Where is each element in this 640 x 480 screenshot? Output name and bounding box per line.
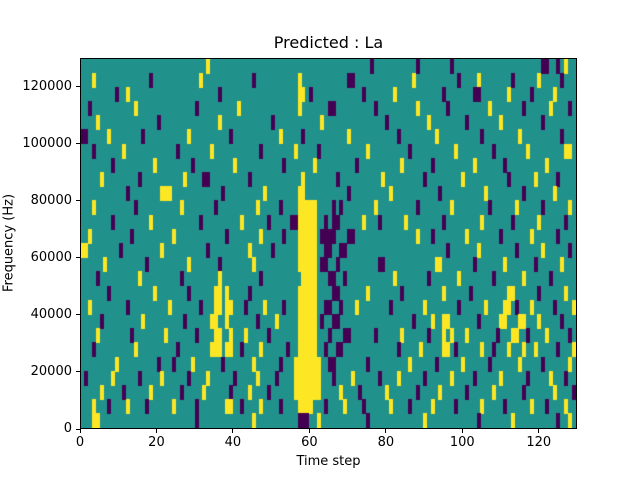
x-tick-label: 80 bbox=[377, 435, 395, 450]
y-tick-label: 100000 bbox=[22, 135, 72, 151]
x-tick-label: 20 bbox=[148, 435, 165, 450]
y-tick-mark bbox=[76, 200, 80, 202]
y-axis-label: Frequency (Hz) bbox=[1, 193, 17, 293]
y-tick-mark bbox=[76, 428, 80, 430]
x-axis-label: Time step bbox=[296, 454, 361, 469]
x-tick-mark bbox=[385, 429, 387, 433]
y-tick-mark bbox=[76, 143, 80, 145]
x-tick-label: 100 bbox=[449, 435, 475, 450]
y-tick-label: 20000 bbox=[30, 363, 72, 379]
x-tick-label: 60 bbox=[301, 435, 318, 450]
y-tick-mark bbox=[76, 86, 80, 88]
y-tick-mark bbox=[76, 314, 80, 316]
x-tick-label: 0 bbox=[75, 435, 85, 450]
x-tick-mark bbox=[308, 429, 310, 433]
y-tick-label: 120000 bbox=[22, 78, 72, 94]
x-tick-mark bbox=[232, 429, 234, 433]
x-tick-label: 40 bbox=[224, 435, 242, 450]
y-tick-mark bbox=[76, 371, 80, 373]
y-tick-label: 40000 bbox=[30, 306, 72, 322]
x-tick-mark bbox=[79, 429, 81, 433]
y-tick-mark bbox=[76, 257, 80, 259]
chart-title: Predicted : La bbox=[273, 33, 384, 52]
x-tick-mark bbox=[155, 429, 157, 433]
x-tick-mark bbox=[461, 429, 463, 433]
x-tick-mark bbox=[538, 429, 540, 433]
plot-area bbox=[80, 58, 577, 429]
y-tick-label: 80000 bbox=[30, 192, 72, 208]
x-tick-label: 120 bbox=[526, 435, 552, 450]
y-tick-label: 0 bbox=[63, 421, 72, 436]
heatmap-canvas bbox=[81, 59, 576, 428]
y-tick-label: 60000 bbox=[30, 249, 72, 265]
